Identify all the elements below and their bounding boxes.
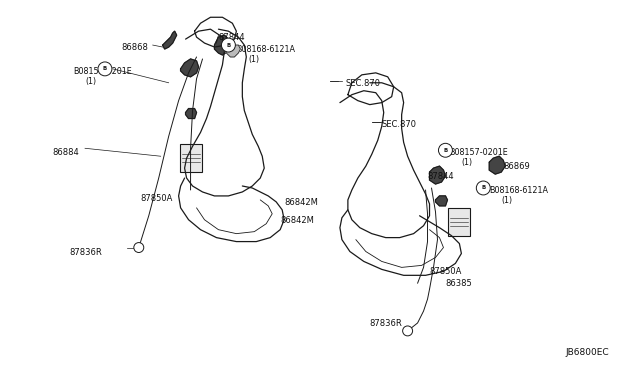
Text: 86385: 86385 (445, 279, 472, 288)
Text: (1): (1) (248, 55, 259, 64)
Text: B08168-6121A: B08168-6121A (236, 45, 296, 54)
Text: JB6800EC: JB6800EC (565, 348, 609, 357)
Circle shape (403, 326, 413, 336)
Circle shape (134, 243, 144, 253)
Text: 86884: 86884 (52, 148, 79, 157)
Polygon shape (186, 109, 196, 119)
Polygon shape (225, 45, 241, 57)
Text: B08168-6121A: B08168-6121A (489, 186, 548, 195)
Polygon shape (429, 166, 445, 184)
Text: 87836R: 87836R (69, 247, 102, 257)
Text: (1): (1) (85, 77, 96, 86)
Bar (449, 208, 470, 235)
Text: 87844: 87844 (428, 172, 454, 181)
Text: (1): (1) (501, 196, 513, 205)
Text: 86868: 86868 (122, 43, 148, 52)
Text: B: B (481, 186, 485, 190)
Text: B08157-0201E: B08157-0201E (449, 148, 508, 157)
Text: 87836R: 87836R (370, 319, 403, 328)
Text: B: B (103, 66, 107, 71)
Text: 87844: 87844 (218, 33, 245, 42)
Text: 86869: 86869 (503, 162, 530, 171)
Text: 86842M: 86842M (284, 198, 318, 207)
Circle shape (98, 62, 112, 76)
Circle shape (221, 38, 236, 52)
Polygon shape (163, 31, 177, 49)
Text: B08157-0201E: B08157-0201E (73, 67, 132, 76)
Polygon shape (214, 35, 230, 55)
Circle shape (476, 181, 490, 195)
Polygon shape (435, 196, 447, 206)
Bar (180, 144, 202, 172)
Circle shape (438, 143, 452, 157)
Text: (1): (1) (461, 158, 472, 167)
Polygon shape (489, 156, 505, 174)
Text: 87850A: 87850A (429, 267, 462, 276)
Text: SEC.870: SEC.870 (381, 121, 417, 129)
Text: SEC.870: SEC.870 (346, 79, 381, 88)
Text: 87850A: 87850A (141, 194, 173, 203)
Text: B: B (227, 42, 230, 48)
Polygon shape (180, 59, 198, 77)
Text: 86842M: 86842M (280, 216, 314, 225)
Text: B: B (444, 148, 447, 153)
